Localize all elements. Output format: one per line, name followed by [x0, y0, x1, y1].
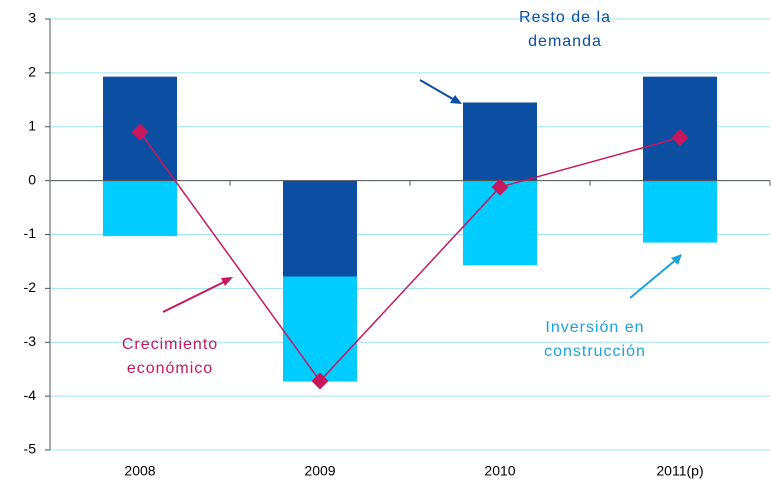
y-tick-label: 2	[28, 64, 36, 80]
x-tick-label: 2011(p)	[656, 463, 703, 479]
bar	[643, 76, 717, 181]
y-tick-label: 1	[28, 117, 36, 133]
arrows	[162, 79, 682, 313]
marker	[131, 123, 149, 141]
x-tick-label: 2008	[124, 463, 155, 479]
series-label: Resto de la demanda	[519, 9, 611, 50]
bar	[283, 180, 357, 277]
series-label: Crecimiento económico	[121, 336, 219, 377]
y-tick-label: -3	[24, 333, 37, 349]
x-tick-label: 2009	[304, 463, 335, 479]
y-tick-label: -1	[24, 225, 37, 241]
bar	[643, 180, 717, 243]
x-tick-label: 2010	[484, 463, 515, 479]
marker	[491, 178, 509, 196]
bar	[283, 276, 357, 382]
y-tick-label: 0	[28, 171, 36, 187]
marker	[671, 129, 689, 147]
y-tick-label: -4	[24, 387, 37, 403]
y-tick-label: -5	[24, 441, 37, 457]
marker	[311, 372, 329, 390]
y-tick-label: -2	[24, 279, 37, 295]
line	[139, 131, 681, 383]
y-tick-label: 3	[28, 10, 36, 26]
series-label: Inversión en construcción	[544, 319, 646, 360]
bar	[463, 102, 537, 181]
bar	[103, 180, 177, 237]
